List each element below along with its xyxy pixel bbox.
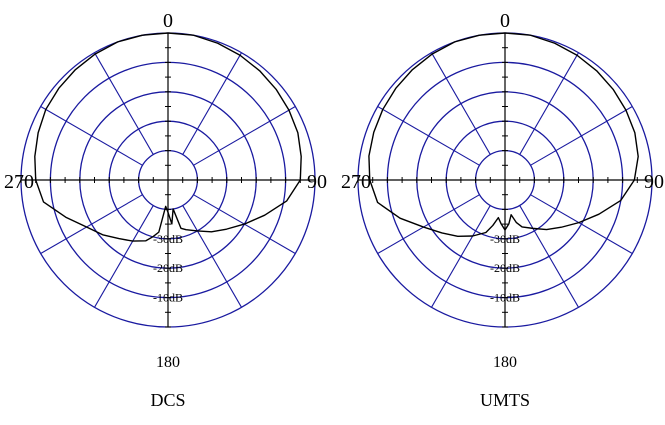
- dcs-angle-label-top: 0: [163, 10, 173, 32]
- dcs-chart-title: DCS: [150, 390, 185, 410]
- plot-umts: 0 90 270 180 -30dB -20dB -10dB UMTS: [341, 10, 664, 410]
- dcs-spoke-240: [40, 194, 143, 254]
- dcs-polar-grid: [20, 32, 316, 328]
- dcs-spoke-330: [94, 52, 154, 155]
- umts-ring-label-30db: -30dB: [490, 232, 520, 246]
- umts-angle-label-left: 270: [341, 171, 371, 193]
- dcs-angle-label-left: 270: [4, 171, 34, 193]
- umts-spoke-210: [431, 205, 491, 308]
- umts-ring-label-20db: -20dB: [490, 261, 520, 275]
- umts-spoke-330: [431, 52, 491, 155]
- umts-chart-title: UMTS: [480, 390, 530, 410]
- dcs-angle-label-right: 90: [307, 171, 327, 193]
- umts-axis-ticks: [357, 32, 653, 328]
- umts-spoke-120: [530, 194, 633, 254]
- dcs-ring-label-20db: -20dB: [153, 261, 183, 275]
- umts-angle-label-bottom: 180: [493, 354, 517, 371]
- umts-radiation-pattern-line: [368, 32, 639, 237]
- umts-spoke-30: [519, 52, 579, 155]
- dcs-radiation-pattern-line: [34, 32, 302, 242]
- dcs-angle-label-bottom: 180: [156, 354, 180, 371]
- umts-angle-label-right: 90: [644, 171, 664, 193]
- umts-angle-label-top: 0: [500, 10, 510, 32]
- plot-dcs: 0 90 270 180 -30dB -20dB -10dB DCS: [4, 10, 327, 410]
- dcs-ring-label-10db: -10dB: [153, 291, 183, 305]
- umts-spoke-240: [377, 194, 480, 254]
- dcs-spoke-30: [182, 52, 242, 155]
- dcs-ring-label-30db: -30dB: [153, 232, 183, 246]
- umts-spoke-300: [377, 106, 480, 166]
- umts-spoke-150: [519, 205, 579, 308]
- umts-ring-label-10db: -10dB: [490, 291, 520, 305]
- dcs-spoke-60: [193, 106, 296, 166]
- dcs-spoke-210: [94, 205, 154, 308]
- umts-polar-grid: [357, 32, 653, 328]
- umts-spoke-60: [530, 106, 633, 166]
- dcs-spoke-150: [182, 205, 242, 308]
- dcs-spoke-300: [40, 106, 143, 166]
